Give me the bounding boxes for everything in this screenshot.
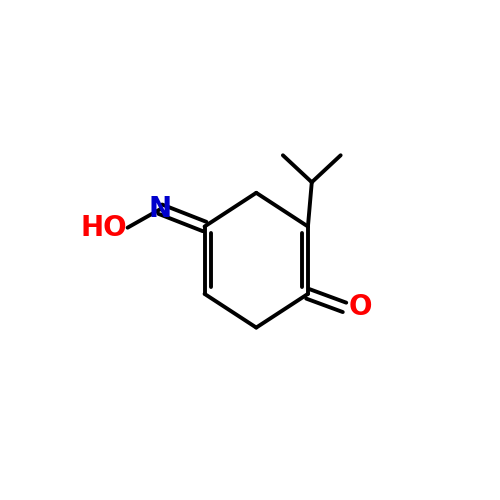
Text: HO: HO	[81, 214, 128, 242]
Text: N: N	[148, 195, 172, 223]
Text: O: O	[348, 294, 372, 322]
